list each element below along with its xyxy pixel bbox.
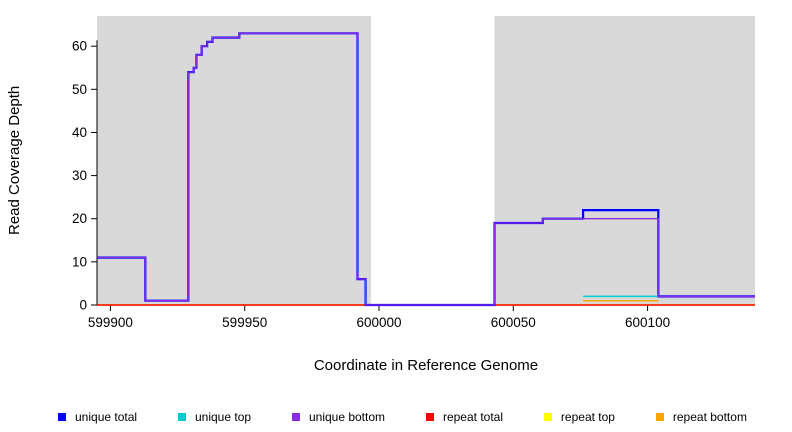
legend-item-repeat-bottom: repeat bottom bbox=[655, 410, 747, 424]
x-tick-label: 600000 bbox=[356, 315, 401, 330]
x-tick-label: 600050 bbox=[491, 315, 536, 330]
legend-item-repeat-total: repeat total bbox=[425, 410, 503, 424]
series-line-unique-bottom bbox=[97, 32, 755, 306]
x-tick-label: 599900 bbox=[88, 315, 133, 330]
legend-swatch-icon bbox=[655, 413, 664, 421]
y-tick-label: 10 bbox=[72, 254, 87, 269]
legend-item-unique-total: unique total bbox=[58, 410, 137, 424]
legend-label: repeat top bbox=[560, 410, 615, 424]
legend-item-repeat-top: repeat top bbox=[543, 410, 615, 424]
y-tick-label: 0 bbox=[79, 298, 87, 313]
legend-label: unique top bbox=[194, 410, 252, 424]
legend-swatch-icon bbox=[425, 413, 434, 421]
x-tick-label: 599950 bbox=[222, 315, 267, 330]
y-tick-label: 30 bbox=[72, 168, 87, 183]
legend-swatch-icon bbox=[177, 413, 186, 421]
y-tick-label: 60 bbox=[72, 39, 87, 54]
y-tick-label: 50 bbox=[72, 82, 87, 97]
shaded-region bbox=[97, 16, 371, 305]
legend-label: repeat total bbox=[442, 410, 503, 424]
y-tick-label: 40 bbox=[72, 125, 87, 140]
legend-swatch-icon bbox=[291, 413, 300, 421]
y-axis-title: Read Coverage Depth bbox=[6, 85, 23, 236]
legend: unique total unique top unique bottom repea… bbox=[0, 410, 792, 424]
coverage-plot-svg: 599900 599950 600000 600050 600100 0 10 20 30 40 5… bbox=[72, 16, 755, 330]
legend-label: unique total bbox=[75, 410, 138, 424]
legend-item-unique-bottom: unique bottom bbox=[291, 410, 386, 424]
legend-swatch-icon bbox=[543, 413, 552, 421]
legend-item-unique-top: unique top bbox=[177, 410, 252, 424]
legend-label: repeat bottom bbox=[672, 410, 747, 424]
legend-label: unique bottom bbox=[308, 410, 386, 424]
shaded-region bbox=[494, 16, 755, 305]
y-tick-label: 20 bbox=[72, 211, 87, 226]
x-axis-title: Coordinate in Reference Genome bbox=[313, 357, 539, 374]
legend-swatch-icon bbox=[58, 413, 66, 421]
x-tick-label: 600100 bbox=[625, 315, 670, 330]
